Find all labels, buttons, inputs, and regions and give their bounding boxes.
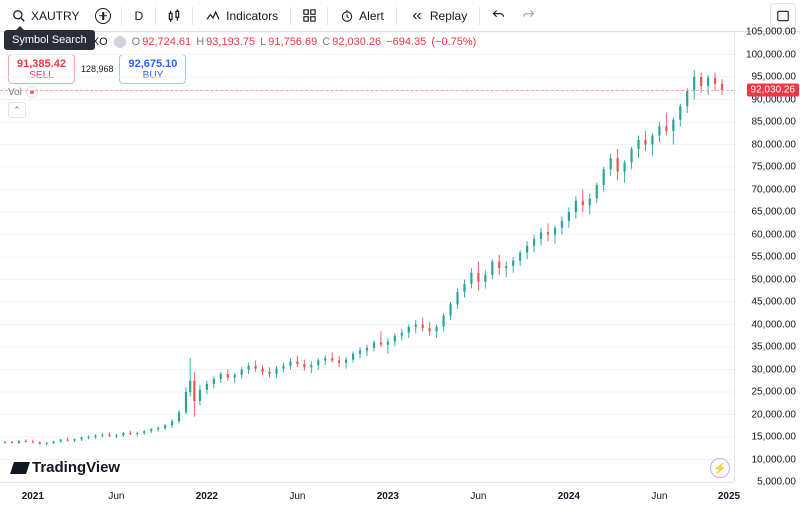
replay-icon: [409, 9, 425, 23]
toolbar-separator: [155, 7, 156, 25]
candles-icon: [166, 8, 182, 24]
toolbar-separator: [327, 7, 328, 25]
indicators-button[interactable]: Indicators: [197, 3, 286, 29]
indicators-icon: [205, 8, 221, 24]
toolbar-separator: [290, 7, 291, 25]
chart-style-button[interactable]: [160, 3, 188, 29]
tradingview-brand: TradingView: [12, 459, 120, 476]
y-axis-tick: 5,000.00: [757, 477, 796, 488]
panel-icon: [776, 9, 790, 23]
symbol-search-button[interactable]: XAUTRY: [4, 3, 87, 29]
grid-icon: [302, 8, 317, 23]
y-axis-tick: 45,000.00: [752, 297, 797, 308]
price-axis[interactable]: 5,000.0010,000.0015,000.0020,000.0025,00…: [734, 32, 800, 482]
go-to-realtime-button[interactable]: ⚡: [710, 458, 730, 478]
y-axis-tick: 65,000.00: [752, 207, 797, 218]
redo-icon: [521, 8, 536, 23]
x-axis-tick: 2021: [22, 491, 44, 502]
alert-icon: [340, 9, 354, 23]
alert-button[interactable]: Alert: [332, 3, 392, 29]
brand-text: TradingView: [32, 459, 120, 476]
x-axis-tick: Jun: [289, 491, 305, 502]
last-price-tag: 92,030.26: [747, 84, 800, 97]
undo-button[interactable]: [484, 3, 512, 29]
add-symbol-button[interactable]: [89, 3, 117, 29]
x-axis-tick: Jun: [108, 491, 124, 502]
y-axis-tick: 10,000.00: [752, 454, 797, 465]
y-axis-tick: 80,000.00: [752, 139, 797, 150]
y-axis-tick: 35,000.00: [752, 342, 797, 353]
y-axis-tick: 95,000.00: [752, 72, 797, 83]
alert-label: Alert: [359, 9, 384, 23]
tradingview-logo-icon: [10, 462, 30, 474]
y-axis-tick: 25,000.00: [752, 387, 797, 398]
x-axis-tick: 2023: [377, 491, 399, 502]
y-axis-tick: 30,000.00: [752, 364, 797, 375]
y-axis-tick: 50,000.00: [752, 274, 797, 285]
plus-icon: [95, 8, 111, 24]
symbol-text: XAUTRY: [31, 9, 79, 23]
x-axis-tick: 2024: [558, 491, 580, 502]
y-axis-tick: 75,000.00: [752, 162, 797, 173]
main-toolbar: XAUTRY D Indicators Alert Replay: [0, 0, 800, 32]
settings-corner-button[interactable]: [770, 3, 796, 29]
symbol-search-tooltip: Symbol Search: [4, 30, 95, 50]
x-axis-tick: 2025: [718, 491, 740, 502]
y-axis-tick: 40,000.00: [752, 319, 797, 330]
y-axis-tick: 105,000.00: [746, 27, 796, 38]
interval-label: D: [134, 9, 143, 23]
chart-window: XAUTRY D Indicators Alert Replay: [0, 0, 800, 506]
price-chart[interactable]: [0, 32, 734, 482]
replay-button[interactable]: Replay: [401, 3, 475, 29]
y-axis-tick: 60,000.00: [752, 229, 797, 240]
y-axis-tick: 55,000.00: [752, 252, 797, 263]
time-axis[interactable]: 2021Jun2022Jun2023Jun2024Jun2025: [0, 482, 734, 506]
last-price-line: [0, 90, 734, 91]
undo-icon: [491, 8, 506, 23]
x-axis-tick: 2022: [196, 491, 218, 502]
chart-canvas: [0, 32, 734, 482]
indicators-label: Indicators: [226, 9, 278, 23]
redo-button[interactable]: [514, 3, 542, 29]
toolbar-separator: [192, 7, 193, 25]
y-axis-tick: 70,000.00: [752, 184, 797, 195]
x-axis-tick: Jun: [651, 491, 667, 502]
y-axis-tick: 20,000.00: [752, 409, 797, 420]
templates-button[interactable]: [295, 3, 323, 29]
y-axis-tick: 85,000.00: [752, 117, 797, 128]
x-axis-tick: Jun: [470, 491, 486, 502]
toolbar-separator: [396, 7, 397, 25]
interval-button[interactable]: D: [126, 3, 151, 29]
replay-label: Replay: [430, 9, 467, 23]
y-axis-tick: 15,000.00: [752, 432, 797, 443]
y-axis-tick: 100,000.00: [746, 49, 796, 60]
search-icon: [12, 9, 26, 23]
toolbar-separator: [479, 7, 480, 25]
toolbar-separator: [121, 7, 122, 25]
